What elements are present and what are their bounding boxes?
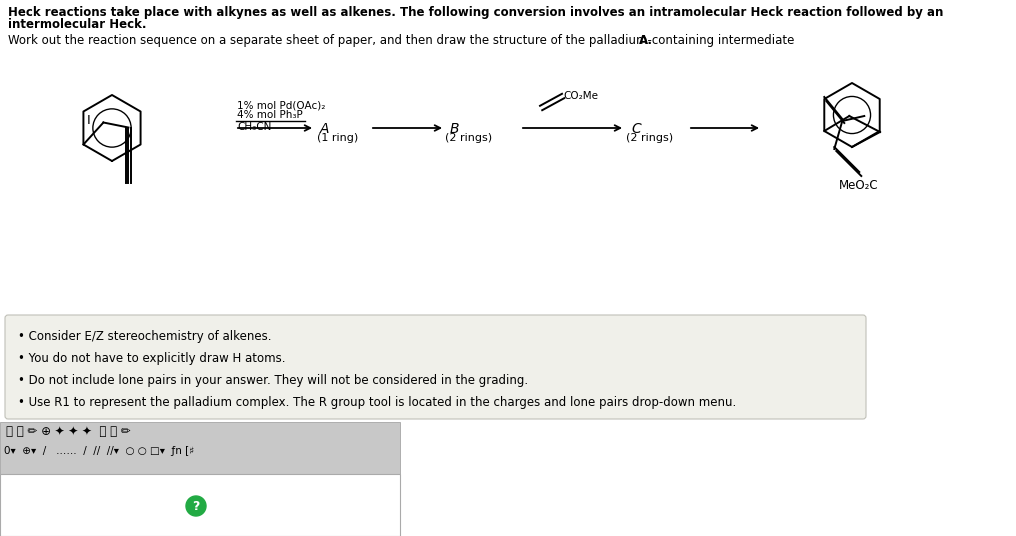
Text: CH₃CN: CH₃CN bbox=[237, 122, 271, 132]
Text: (1 ring): (1 ring) bbox=[317, 133, 359, 143]
Text: ?: ? bbox=[192, 500, 200, 512]
Text: • You do not have to explicitly draw H atoms.: • You do not have to explicitly draw H a… bbox=[18, 352, 285, 365]
Text: I: I bbox=[86, 115, 90, 128]
Text: C: C bbox=[631, 122, 641, 136]
Text: Heck reactions take place with alkynes as well as alkenes. The following convers: Heck reactions take place with alkynes a… bbox=[8, 6, 944, 19]
Bar bbox=[0, 474, 400, 536]
Text: B: B bbox=[450, 122, 459, 136]
Text: 🖊 🔒 ✏ ⊕ ✦ ✦ ✦  🔍 🔍 ✏: 🖊 🔒 ✏ ⊕ ✦ ✦ ✦ 🔍 🔍 ✏ bbox=[6, 425, 131, 438]
Text: • Use R1 to represent the palladium complex. The R group tool is located in the : • Use R1 to represent the palladium comp… bbox=[18, 396, 737, 409]
Text: 0▾  ⊕▾  /   ……  /  //  //▾  ○ ○ □▾  ƒn [♯: 0▾ ⊕▾ / …… / // //▾ ○ ○ □▾ ƒn [♯ bbox=[4, 446, 194, 456]
Text: A: A bbox=[320, 122, 329, 136]
Bar bbox=[0, 422, 400, 474]
Text: CO₂Me: CO₂Me bbox=[563, 91, 598, 101]
Text: • Consider ​E/Z​ stereochemistry of alkenes.: • Consider ​E/Z​ stereochemistry of alke… bbox=[18, 330, 271, 343]
Text: intermolecular Heck.: intermolecular Heck. bbox=[8, 18, 146, 31]
Text: (2 rings): (2 rings) bbox=[445, 133, 492, 143]
Text: A.: A. bbox=[639, 34, 653, 47]
Circle shape bbox=[186, 496, 206, 516]
Text: 1% mol Pd(OAc)₂: 1% mol Pd(OAc)₂ bbox=[237, 100, 325, 110]
Text: 4% mol Ph₃P: 4% mol Ph₃P bbox=[237, 110, 303, 120]
Text: • Do not include lone pairs in your answer. They will not be considered in the g: • Do not include lone pairs in your answ… bbox=[18, 374, 528, 387]
Text: (2 rings): (2 rings) bbox=[626, 133, 674, 143]
FancyBboxPatch shape bbox=[5, 315, 866, 419]
Text: MeO₂C: MeO₂C bbox=[839, 179, 879, 192]
Text: Work out the reaction sequence on a separate sheet of paper, and then draw the s: Work out the reaction sequence on a sepa… bbox=[8, 34, 799, 47]
